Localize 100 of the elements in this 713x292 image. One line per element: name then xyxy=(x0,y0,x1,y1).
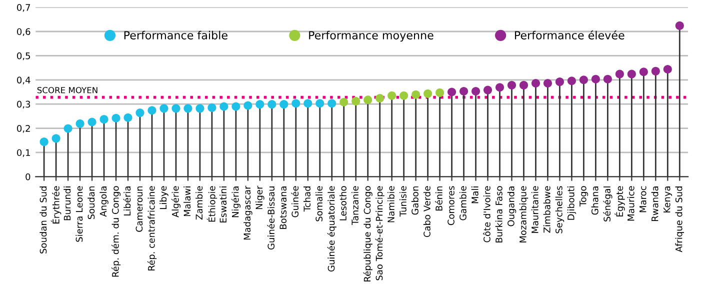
ref-line-label: SCORE MOYEN xyxy=(37,86,98,94)
point xyxy=(436,88,444,97)
y-tick-label: 0,3 xyxy=(17,100,30,109)
point xyxy=(172,104,180,113)
point xyxy=(124,113,132,122)
point xyxy=(352,96,360,106)
point xyxy=(412,90,420,99)
x-tick-label: Guinée-Bissau xyxy=(267,186,275,250)
point xyxy=(388,91,396,100)
x-tick-label: Mozambique xyxy=(519,186,528,242)
point xyxy=(136,108,144,118)
point xyxy=(651,66,660,76)
x-tick-label: Angola xyxy=(100,186,108,217)
point xyxy=(507,80,516,90)
x-tick-label: Égypte xyxy=(614,186,625,216)
point xyxy=(460,86,468,96)
x-tick-label: Djibouti xyxy=(567,186,576,220)
y-tick-label: 0,2 xyxy=(17,125,30,133)
x-tick-label: Guinée équatoriale xyxy=(327,186,336,272)
point xyxy=(519,80,528,90)
y-tick-label: 0,4 xyxy=(17,76,30,84)
x-tick-label: Ghana xyxy=(591,186,598,215)
x-tick-label: Nigéria xyxy=(231,186,240,218)
x-tick-label: Ouganda xyxy=(507,186,516,226)
x-tick-label: Rép. centrafricaine xyxy=(147,186,157,270)
point xyxy=(531,78,540,88)
point xyxy=(220,102,228,111)
x-tick-label: Guinée xyxy=(291,186,299,218)
point xyxy=(244,101,252,110)
point xyxy=(208,103,216,112)
point xyxy=(579,76,588,84)
x-tick-label: Sénégal xyxy=(603,186,612,222)
point xyxy=(471,86,480,96)
x-tick-label: Seychelles xyxy=(555,186,564,234)
x-tick-label: Afrique du Sud xyxy=(675,186,684,252)
point xyxy=(76,119,84,128)
x-tick-label: Soudan du Sud xyxy=(40,186,47,254)
x-tick-label: Tunisie xyxy=(399,186,406,217)
x-tick-label: Mali xyxy=(471,186,478,204)
y-tick-label: 0,7 xyxy=(17,4,30,12)
x-tick-label: Kenya xyxy=(664,186,672,212)
point xyxy=(256,100,264,109)
point xyxy=(160,104,168,113)
point xyxy=(292,99,300,108)
point xyxy=(232,102,240,111)
point xyxy=(52,134,60,143)
point xyxy=(340,98,348,106)
x-tick-label: Maurice xyxy=(627,186,634,221)
point xyxy=(555,78,564,86)
x-tick-label: République du Congo xyxy=(363,186,372,282)
point xyxy=(328,99,336,108)
point xyxy=(495,83,504,92)
point xyxy=(424,89,432,98)
legend-label: Performance élevée xyxy=(514,30,624,40)
point xyxy=(100,115,108,124)
legend-label: Performance faible xyxy=(124,30,228,40)
x-tick-label: Malawi xyxy=(184,186,191,216)
point xyxy=(196,104,204,113)
point xyxy=(112,114,120,122)
x-tick-label: Niger xyxy=(256,186,264,210)
x-tick-label: Libye xyxy=(160,186,168,209)
point xyxy=(148,106,156,115)
point xyxy=(675,21,684,30)
point xyxy=(280,100,288,109)
x-tick-label: Eswatini xyxy=(220,186,227,222)
x-tick-label: Érythrée xyxy=(50,186,62,224)
x-tick-label: Algérie xyxy=(171,186,181,218)
x-tick-label: Tanzanie xyxy=(351,186,358,226)
x-tick-label: Zimbabwe xyxy=(543,186,550,233)
x-tick-label: Soudan xyxy=(88,186,95,220)
x-tick-label: Gabon xyxy=(411,186,418,215)
x-tick-label: Sao Tomé-et-Principe xyxy=(375,186,384,280)
x-tick-label: Burkina Faso xyxy=(495,186,502,242)
x-tick-label: Mauritanie xyxy=(531,186,538,233)
point xyxy=(184,104,192,113)
x-tick-label: Sierra Leone xyxy=(76,186,83,242)
y-tick-label: 0,6 xyxy=(17,28,30,36)
x-tick-label: Côte d'Ivoire xyxy=(483,186,490,242)
x-tick-label: Namibie xyxy=(387,186,394,222)
x-tick-label: Rép. dém. du Congo xyxy=(111,186,121,277)
point xyxy=(376,94,384,103)
point xyxy=(64,124,72,133)
point xyxy=(304,99,312,108)
point xyxy=(591,74,600,84)
y-tick-label: 0,5 xyxy=(17,52,30,60)
point xyxy=(615,70,624,78)
point xyxy=(448,88,456,96)
point xyxy=(88,118,96,126)
x-tick-label: Madagascar xyxy=(244,186,252,240)
x-tick-label: Rwanda xyxy=(651,186,658,221)
x-tick-label: Tchad xyxy=(304,186,310,212)
point xyxy=(603,74,612,84)
point xyxy=(663,64,672,74)
point xyxy=(483,86,492,94)
x-tick-label: Lesotho xyxy=(339,186,346,220)
point xyxy=(567,76,576,86)
x-tick-label: Maroc xyxy=(640,186,646,212)
y-tick-label: 0,1 xyxy=(17,149,30,157)
point xyxy=(268,100,276,109)
x-tick-label: Libéria xyxy=(123,186,131,216)
